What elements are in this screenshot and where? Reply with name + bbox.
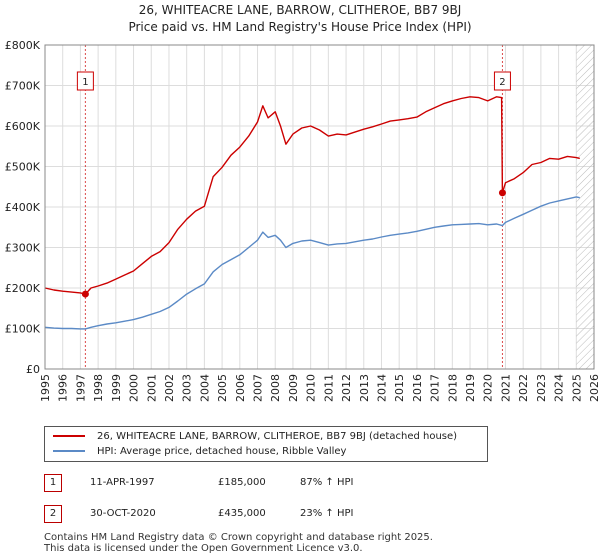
annotation-price: £185,000	[218, 477, 266, 488]
x-tick-label: 2017	[429, 374, 442, 402]
hpi-line	[44, 196, 580, 330]
x-tick-label: 2006	[234, 374, 247, 402]
x-tick-label: 1998	[92, 374, 105, 402]
x-tick-label: 1997	[74, 374, 87, 402]
x-tick-label: 2012	[340, 374, 353, 402]
y-tick-label: £200K	[5, 282, 41, 295]
legend-swatch-property	[53, 435, 85, 437]
legend-label-property: 26, WHITEACRE LANE, BARROW, CLITHEROE, B…	[97, 431, 458, 442]
sale-point	[498, 189, 506, 197]
y-tick-label: £400K	[5, 201, 41, 214]
x-tick-label: 2020	[482, 374, 495, 402]
x-tick-label: 2001	[145, 374, 158, 402]
x-tick-label: 2023	[535, 374, 548, 402]
x-tick-label: 2024	[553, 374, 566, 402]
sale-label-box	[493, 71, 511, 91]
chart-title: 26, WHITEACRE LANE, BARROW, CLITHEROE, B…	[0, 2, 600, 36]
chart-title-line1: 26, WHITEACRE LANE, BARROW, CLITHEROE, B…	[138, 3, 462, 17]
x-tick-label: 2026	[588, 374, 600, 402]
y-tick-label: £100K	[5, 323, 41, 336]
x-tick-label: 2007	[252, 374, 265, 402]
x-tick-label: 2018	[446, 374, 459, 402]
annotation-date: 11-APR-1997	[90, 477, 155, 488]
legend-item-property: 26, WHITEACRE LANE, BARROW, CLITHEROE, B…	[53, 430, 457, 444]
legend-item-hpi: HPI: Average price, detached house, Ribb…	[53, 445, 346, 459]
annotation-badge: 2	[44, 505, 62, 523]
x-tick-label: 2005	[216, 374, 229, 402]
y-tick-label: £700K	[5, 80, 41, 93]
x-tick-label: 2021	[499, 374, 512, 402]
annotation-row: 1 11-APR-1997 £185,000 87% ↑ HPI	[44, 474, 484, 492]
x-tick-label: 2000	[128, 374, 141, 402]
property-price-line	[44, 96, 580, 295]
y-tick-label: £500K	[5, 161, 41, 174]
sale-label-box	[76, 71, 94, 91]
sale-point	[81, 290, 89, 298]
price-chart: 1 2 £0 £100K £200K £300K £400K £500K £600K £700K…	[5, 39, 600, 402]
x-tick-label: 1995	[39, 374, 52, 402]
x-tick-label: 2004	[198, 374, 211, 402]
legend-label-hpi: HPI: Average price, detached house, Ribb…	[97, 446, 347, 457]
x-tick-label: 2013	[358, 374, 371, 402]
y-tick-label: £800K	[5, 39, 41, 52]
x-tick-label: 2016	[411, 374, 424, 402]
annotation-price: £435,000	[218, 508, 266, 519]
sale-label: 2	[499, 77, 505, 88]
chart-title-line2: Price paid vs. HM Land Registry's House …	[128, 20, 472, 34]
footer-line2: This data is licensed under the Open Gov…	[44, 543, 363, 554]
x-tick-label: 2010	[305, 374, 318, 402]
x-tick-label: 2014	[375, 374, 388, 402]
x-tick-label: 2003	[181, 374, 194, 402]
annotation-hpi-change: 87% ↑ HPI	[300, 477, 354, 488]
y-tick-label: £600K	[5, 120, 41, 133]
x-tick-label: 2019	[464, 374, 477, 402]
x-tick-label: 2011	[322, 374, 335, 402]
y-tick-label: £0	[26, 363, 40, 376]
annotation-hpi-change: 23% ↑ HPI	[300, 508, 354, 519]
sale-label: 1	[82, 77, 88, 88]
forecast-hatch	[576, 45, 594, 369]
plot-frame	[44, 44, 595, 370]
legend-swatch-hpi	[53, 450, 85, 452]
annotation-row: 2 30-OCT-2020 £435,000 23% ↑ HPI	[44, 505, 484, 523]
annotation-date: 30-OCT-2020	[90, 508, 156, 519]
x-tick-label: 2009	[287, 374, 300, 402]
x-tick-label: 2025	[570, 374, 583, 402]
x-tick-label: 2022	[517, 374, 530, 402]
footer: Contains HM Land Registry data © Crown c…	[44, 532, 433, 554]
x-tick-label: 1999	[110, 374, 123, 402]
legend: 26, WHITEACRE LANE, BARROW, CLITHEROE, B…	[44, 426, 488, 462]
x-tick-label: 2015	[393, 374, 406, 402]
footer-line1: Contains HM Land Registry data © Crown c…	[44, 532, 433, 543]
x-tick-label: 2008	[269, 374, 282, 402]
x-tick-label: 2002	[163, 374, 176, 402]
x-tick-label: 1996	[57, 374, 70, 402]
annotation-badge: 1	[44, 474, 62, 492]
y-tick-label: £300K	[5, 242, 41, 255]
